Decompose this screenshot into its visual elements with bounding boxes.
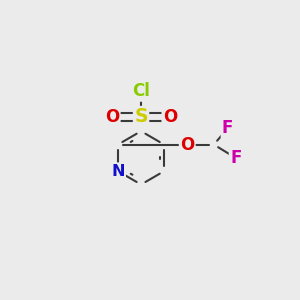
Text: O: O [180, 136, 194, 154]
Text: F: F [230, 149, 242, 167]
Text: S: S [134, 107, 148, 126]
Text: N: N [111, 164, 125, 178]
Text: O: O [163, 108, 177, 126]
Text: O: O [105, 108, 119, 126]
Text: F: F [222, 119, 233, 137]
Text: Cl: Cl [132, 82, 150, 100]
